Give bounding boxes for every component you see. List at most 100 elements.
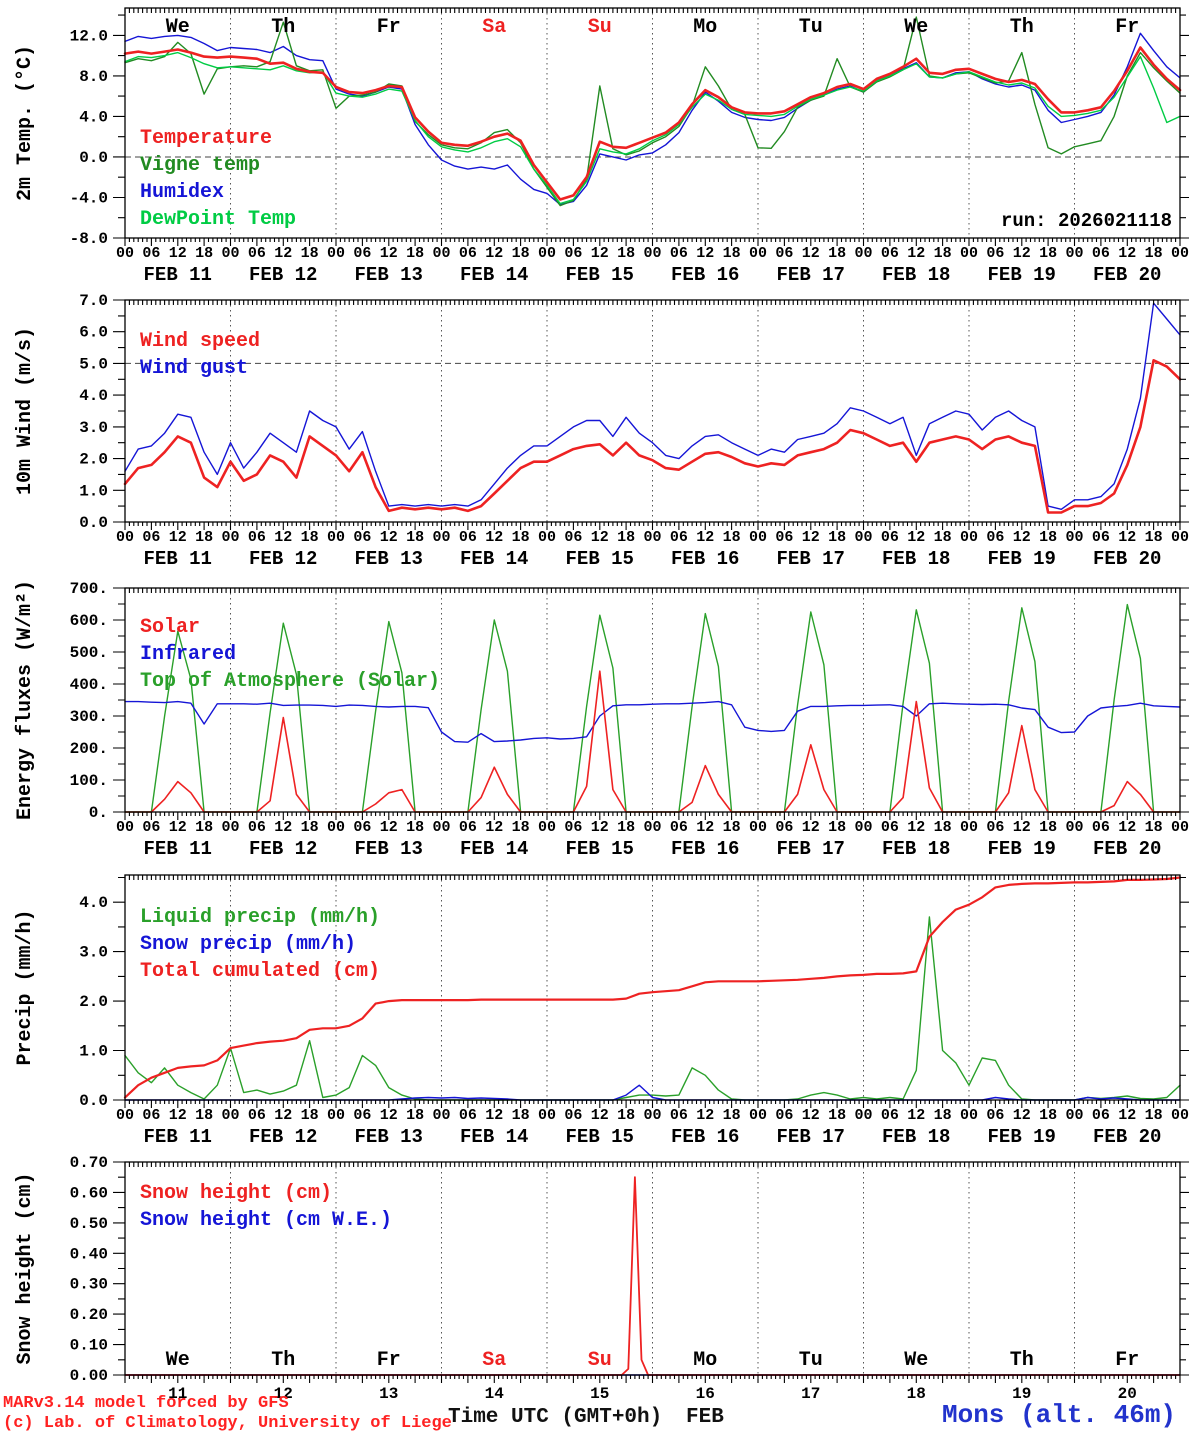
ytick-label: 5.0 xyxy=(79,355,108,373)
date-label: FEB 19 xyxy=(988,548,1056,570)
hour-tick-label: 18 xyxy=(1039,245,1057,262)
day-name-label: Su xyxy=(588,16,612,39)
panel-precip xyxy=(113,874,1189,1108)
hour-tick-label: 06 xyxy=(248,819,266,836)
hour-tick-label: 06 xyxy=(353,1107,371,1124)
hour-tick-label: 12 xyxy=(1013,529,1031,546)
hour-tick-label: 06 xyxy=(670,819,688,836)
hour-tick-label: 06 xyxy=(1092,819,1110,836)
legend-snow-height-0: Snow height (cm) xyxy=(140,1182,332,1205)
day-name-label: Th xyxy=(1010,16,1034,39)
hour-tick-label: 18 xyxy=(828,1107,846,1124)
hour-tick-label: 12 xyxy=(802,529,820,546)
ytick-label: 0. xyxy=(89,804,108,822)
hour-tick-label: 12 xyxy=(169,819,187,836)
date-label: FEB 13 xyxy=(355,264,423,286)
hour-tick-label: 18 xyxy=(723,1107,741,1124)
panel-energy-fluxes xyxy=(113,587,1189,820)
hour-tick-label: 18 xyxy=(1145,245,1163,262)
hour-tick-label: 06 xyxy=(1092,1107,1110,1124)
hour-tick-label: 18 xyxy=(934,529,952,546)
hour-tick-label: 06 xyxy=(564,819,582,836)
day-gridlines xyxy=(230,8,1075,238)
legend-precip-2: Total cumulated (cm) xyxy=(140,960,380,983)
hour-tick-label: 12 xyxy=(274,819,292,836)
date-label: FEB 11 xyxy=(144,264,212,286)
hour-tick-label: 00 xyxy=(116,1107,134,1124)
hour-tick-label: 12 xyxy=(907,1107,925,1124)
hour-tick-label: 06 xyxy=(459,1107,477,1124)
hour-tick-label: 00 xyxy=(1065,245,1083,262)
hour-tick-label: 06 xyxy=(248,529,266,546)
hour-tick-label: 00 xyxy=(221,529,239,546)
panel-wind xyxy=(113,299,1189,530)
hour-tick-label: 00 xyxy=(749,819,767,836)
hour-tick-label: 00 xyxy=(960,819,978,836)
date-label: FEB 17 xyxy=(777,1126,845,1148)
ytick-label: -4.0 xyxy=(70,189,108,207)
date-label: FEB 19 xyxy=(988,838,1056,860)
hour-tick-label: 00 xyxy=(432,245,450,262)
hour-tick-label: 18 xyxy=(1039,819,1057,836)
time-axis-label: Time UTC (GMT+0h) xyxy=(448,1406,663,1429)
legend-precip-1: Snow precip (mm/h) xyxy=(140,933,356,956)
day-name-label: We xyxy=(904,1349,928,1372)
hour-tick-label: 12 xyxy=(696,819,714,836)
hour-tick-label: 00 xyxy=(432,529,450,546)
hour-tick-label: 18 xyxy=(1145,1107,1163,1124)
day-number-label: 17 xyxy=(801,1385,820,1403)
legend-temperature-1: Vigne temp xyxy=(140,154,260,177)
ytick-label: 12.0 xyxy=(70,27,108,45)
hour-tick-label: 18 xyxy=(1145,819,1163,836)
ytick-label: 0.00 xyxy=(70,1367,108,1385)
hour-tick-label: 00 xyxy=(1065,1107,1083,1124)
hour-tick-label: 06 xyxy=(670,245,688,262)
day-name-label: Fr xyxy=(377,16,401,39)
series-wind-gust xyxy=(124,302,1181,510)
hour-tick-label: 06 xyxy=(353,819,371,836)
hour-tick-label: 12 xyxy=(802,819,820,836)
axis-ticks xyxy=(113,8,1189,246)
hour-tick-label: 12 xyxy=(802,245,820,262)
hour-tick-label: 12 xyxy=(1118,245,1136,262)
hour-tick-label: 06 xyxy=(248,245,266,262)
hour-tick-label: 00 xyxy=(960,245,978,262)
date-label: FEB 20 xyxy=(1093,264,1161,286)
day-number-label: 13 xyxy=(379,1385,398,1403)
ytick-label: 3.0 xyxy=(79,419,108,437)
date-label: FEB 16 xyxy=(671,264,739,286)
hour-tick-label: 12 xyxy=(169,529,187,546)
hour-tick-label: 18 xyxy=(301,819,319,836)
hour-tick-label: 00 xyxy=(643,529,661,546)
hour-tick-label: 00 xyxy=(116,819,134,836)
hour-tick-label: 06 xyxy=(986,1107,1004,1124)
ytick-label: 500. xyxy=(70,644,108,662)
hour-tick-label: 06 xyxy=(986,529,1004,546)
hour-tick-label: 18 xyxy=(301,1107,319,1124)
ytick-label: -8.0 xyxy=(70,230,108,248)
ytick-label: 2.0 xyxy=(79,451,108,469)
hour-tick-label: 00 xyxy=(960,529,978,546)
date-label: FEB 18 xyxy=(882,548,950,570)
hour-tick-label: 06 xyxy=(142,1107,160,1124)
hour-tick-label: 00 xyxy=(1171,819,1189,836)
hour-tick-label: 18 xyxy=(934,1107,952,1124)
hour-tick-label: 00 xyxy=(327,819,345,836)
day-name-label: Tu xyxy=(799,16,823,39)
hour-tick-label: 18 xyxy=(406,1107,424,1124)
legend-energy-fluxes-1: Infrared xyxy=(140,643,236,666)
hour-tick-label: 06 xyxy=(986,245,1004,262)
date-label: FEB 20 xyxy=(1093,548,1161,570)
hour-tick-label: 12 xyxy=(169,245,187,262)
panel-temperature xyxy=(113,7,1189,246)
hour-tick-label: 06 xyxy=(142,529,160,546)
ytick-label: 0.0 xyxy=(79,149,108,167)
hour-tick-label: 00 xyxy=(643,245,661,262)
legend-temperature-2: Humidex xyxy=(140,181,224,204)
hour-tick-label: 12 xyxy=(591,245,609,262)
ytick-label: 7.0 xyxy=(79,292,108,310)
hour-tick-label: 12 xyxy=(591,1107,609,1124)
y-axis-label: Snow height (cm) xyxy=(14,1172,37,1364)
